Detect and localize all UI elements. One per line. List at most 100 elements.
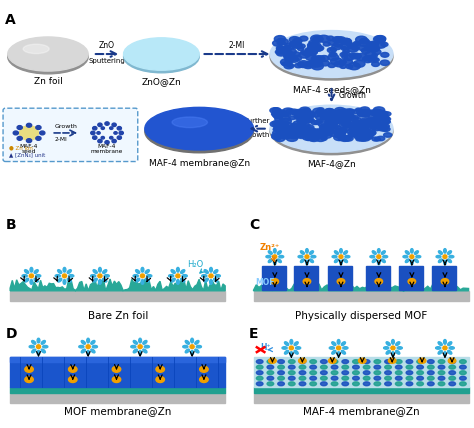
Text: Zn foil: Zn foil [34,77,62,86]
Ellipse shape [172,117,208,128]
Ellipse shape [311,256,316,258]
Ellipse shape [282,113,289,116]
Ellipse shape [391,346,395,350]
Ellipse shape [301,259,304,262]
Ellipse shape [339,60,346,64]
Ellipse shape [304,125,314,130]
Ellipse shape [274,36,285,42]
Ellipse shape [296,110,303,114]
Ellipse shape [345,122,352,126]
Ellipse shape [201,275,207,277]
Ellipse shape [307,111,314,116]
Ellipse shape [58,270,62,273]
Ellipse shape [323,129,335,135]
Ellipse shape [275,110,287,116]
Ellipse shape [375,36,386,42]
Ellipse shape [337,352,340,357]
Ellipse shape [312,113,319,117]
Ellipse shape [41,341,46,344]
Ellipse shape [349,53,356,57]
Ellipse shape [319,56,329,61]
Ellipse shape [276,121,283,125]
Ellipse shape [318,35,330,42]
Ellipse shape [406,365,413,369]
Ellipse shape [17,125,22,129]
Ellipse shape [315,120,322,124]
Ellipse shape [279,131,288,136]
Ellipse shape [277,41,285,45]
Ellipse shape [320,360,327,363]
Ellipse shape [289,376,295,380]
Ellipse shape [337,279,345,284]
Ellipse shape [438,360,445,363]
Ellipse shape [320,365,327,369]
Ellipse shape [181,278,185,282]
Ellipse shape [145,270,149,273]
Ellipse shape [314,121,320,125]
Ellipse shape [319,127,329,132]
Ellipse shape [81,341,85,344]
Ellipse shape [298,61,309,68]
Ellipse shape [386,342,390,345]
Ellipse shape [145,107,254,150]
Ellipse shape [25,278,29,282]
Ellipse shape [363,133,373,139]
Ellipse shape [374,107,384,113]
Ellipse shape [285,130,296,135]
Ellipse shape [273,249,276,253]
Ellipse shape [278,49,287,54]
Ellipse shape [112,140,116,143]
Ellipse shape [325,115,336,121]
Ellipse shape [293,132,303,138]
Ellipse shape [417,382,423,386]
Ellipse shape [443,346,447,350]
Ellipse shape [301,251,304,254]
Ellipse shape [320,382,327,386]
Ellipse shape [79,345,84,348]
Ellipse shape [349,131,358,136]
Ellipse shape [310,376,317,380]
Ellipse shape [300,110,311,116]
Ellipse shape [313,108,324,114]
Ellipse shape [330,58,343,65]
Ellipse shape [303,129,312,134]
Ellipse shape [351,53,361,59]
Ellipse shape [364,360,370,363]
Ellipse shape [315,131,323,136]
Ellipse shape [297,119,305,123]
Ellipse shape [214,278,218,282]
Ellipse shape [378,116,385,120]
Ellipse shape [131,345,136,348]
Ellipse shape [303,52,310,56]
Ellipse shape [305,137,313,140]
Ellipse shape [29,345,34,348]
Ellipse shape [308,42,318,48]
Ellipse shape [449,365,456,369]
Ellipse shape [406,371,413,374]
Ellipse shape [278,135,285,138]
Ellipse shape [334,129,343,134]
Ellipse shape [332,44,342,50]
Ellipse shape [338,115,346,119]
Ellipse shape [143,349,147,353]
Ellipse shape [285,43,295,49]
Ellipse shape [272,111,282,117]
Ellipse shape [405,251,409,254]
Ellipse shape [342,59,353,65]
Ellipse shape [378,39,385,43]
Ellipse shape [374,137,381,141]
Ellipse shape [444,352,447,357]
Ellipse shape [273,131,279,134]
Ellipse shape [63,274,66,278]
Ellipse shape [277,259,282,262]
Ellipse shape [276,46,283,50]
Ellipse shape [311,63,323,70]
Ellipse shape [346,65,353,68]
Ellipse shape [280,128,288,132]
Ellipse shape [340,65,346,68]
Ellipse shape [272,113,279,116]
Ellipse shape [298,62,306,67]
Ellipse shape [326,129,332,132]
Ellipse shape [313,61,323,67]
Ellipse shape [368,118,378,123]
